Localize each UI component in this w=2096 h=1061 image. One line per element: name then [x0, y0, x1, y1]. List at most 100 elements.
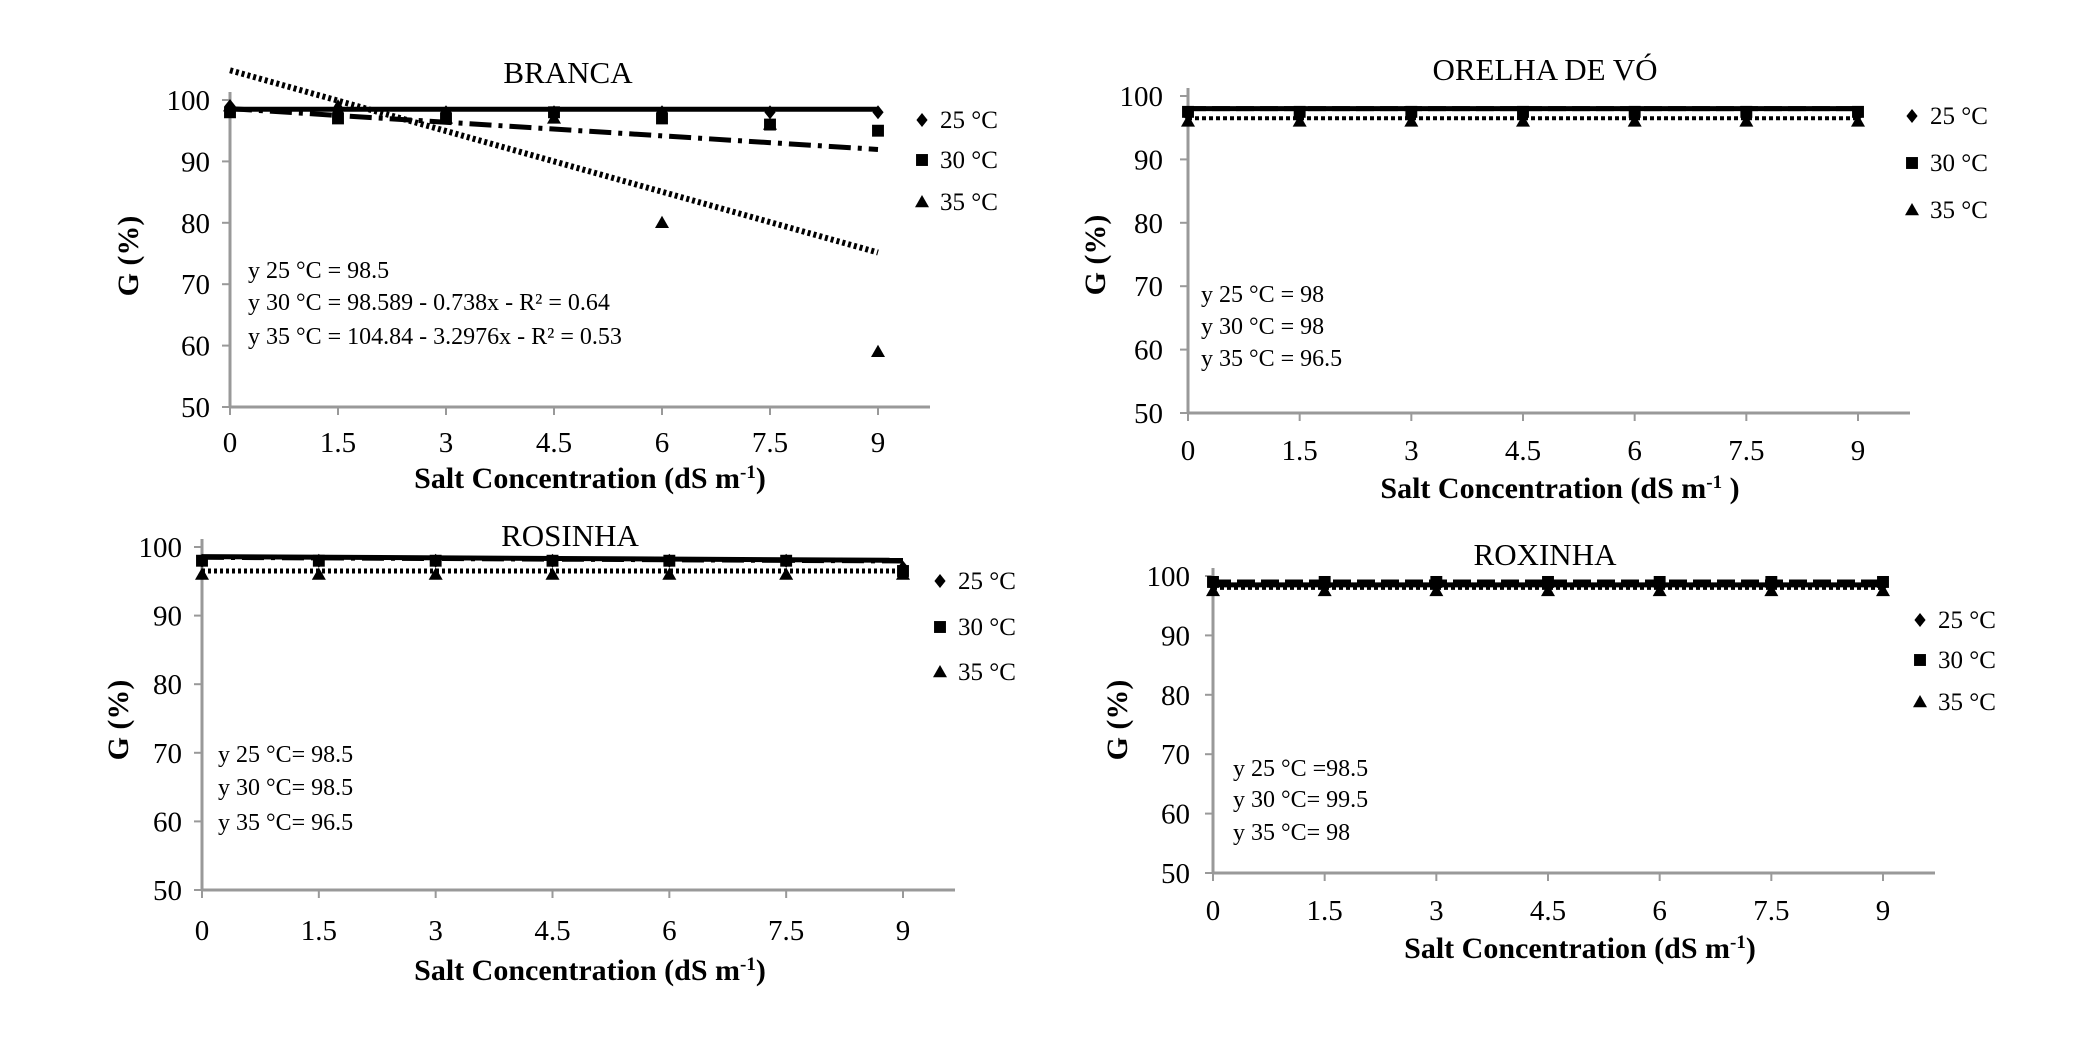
data-point-triangle — [545, 567, 560, 580]
y-axis-label: G (%) — [1079, 215, 1112, 296]
legend-marker-triangle — [1905, 203, 1919, 216]
x-axis-label-main: Salt Concentration (dS m — [414, 954, 740, 987]
x-tick-label: 6 — [1627, 435, 1642, 467]
legend-label: 25 °C — [1938, 607, 1996, 634]
y-tick-label: 60 — [1134, 335, 1163, 367]
x-axis-label-sup: -1 — [1706, 472, 1722, 493]
x-tick-label: 4.5 — [536, 427, 572, 459]
regression-equation: y 25 °C = 98 — [1201, 282, 1324, 308]
y-tick-label: 80 — [181, 208, 210, 240]
data-point-square — [196, 554, 208, 567]
x-axis-label-tail: ) — [756, 462, 766, 495]
x-tick-label: 1.5 — [1307, 895, 1343, 927]
data-point-triangle — [1876, 583, 1890, 597]
data-point-triangle — [871, 344, 885, 357]
data-point-triangle — [1851, 114, 1865, 127]
regression-equation: y 35 °C= 96.5 — [218, 810, 353, 836]
data-point-triangle — [428, 567, 443, 580]
data-point-square — [1318, 575, 1331, 588]
x-tick-label: 1.5 — [301, 915, 337, 947]
y-tick-label: 90 — [153, 601, 182, 633]
data-point-triangle — [655, 215, 669, 229]
data-point-square — [780, 554, 793, 567]
x-tick-label: 7.5 — [768, 915, 804, 947]
chart-title: ORELHA DE VÓ — [1432, 52, 1657, 87]
legend-label: 25 °C — [958, 568, 1016, 595]
x-tick-label: 4.5 — [534, 915, 570, 947]
legend-label: 25 °C — [940, 107, 998, 134]
chart-title: ROXINHA — [1474, 537, 1618, 572]
y-axis-label: G (%) — [112, 216, 145, 297]
x-tick-label: 6 — [655, 427, 670, 459]
y-tick-label: 50 — [153, 875, 182, 907]
legend-marker-square — [1906, 157, 1918, 169]
legend-label: 30 °C — [958, 614, 1016, 641]
data-point-triangle — [311, 567, 326, 580]
data-point-square — [1405, 105, 1418, 118]
x-tick-label: 4.5 — [1505, 435, 1541, 467]
regression-equation: y 35 °C = 104.84 - 3.2976x - R² = 0.53 — [248, 324, 622, 350]
y-tick-label: 100 — [167, 85, 211, 117]
data-point-triangle — [1516, 114, 1530, 127]
data-point-square — [1207, 575, 1219, 588]
chart-orelha-de-vo: 50 60 70 80 90 100 0 1.5 3 4.5 6 7.5 9 ORELHA DE VÓ Sa… — [1079, 52, 1988, 505]
y-tick-label: 60 — [181, 331, 210, 363]
x-tick-label: 0 — [195, 915, 210, 947]
data-point-triangle — [1206, 583, 1220, 597]
legend-marker-triangle — [1913, 695, 1927, 708]
x-axis-label: Salt Concentration (dS m-1 ) — [1380, 472, 1739, 506]
x-axis-label: Salt Concentration (dS m-1) — [1404, 932, 1756, 966]
x-axis-label-sup: -1 — [740, 954, 756, 975]
data-point-square — [224, 106, 236, 119]
y-tick-label: 70 — [1134, 271, 1163, 303]
data-point-square — [872, 124, 884, 137]
data-point-triangle — [896, 567, 910, 580]
x-tick-label: 7.5 — [1753, 895, 1789, 927]
data-point-triangle — [195, 567, 209, 580]
x-tick-label: 6 — [1652, 895, 1667, 927]
legend-marker-square — [916, 154, 928, 166]
data-point-triangle — [1764, 583, 1779, 597]
x-axis-label-tail: ) — [1722, 472, 1740, 505]
x-tick-label: 1.5 — [1282, 435, 1318, 467]
legend-label: 35 °C — [1930, 197, 1988, 224]
data-point-triangle — [779, 567, 794, 580]
y-axis-label: G (%) — [1101, 680, 1134, 761]
x-tick-label: 0 — [1181, 435, 1196, 467]
data-point-square — [1293, 105, 1306, 118]
chart-branca: 50 60 70 80 90 100 0 1.5 3 4.5 6 7.5 9 BRANCA Salt Con… — [112, 55, 998, 495]
regression-equation: y 25 °C =98.5 — [1233, 756, 1368, 782]
x-tick-label: 1.5 — [320, 427, 356, 459]
x-tick-label: 4.5 — [1530, 895, 1566, 927]
legend-marker-square — [1914, 654, 1926, 666]
y-tick-label: 90 — [1161, 620, 1190, 652]
data-point-square — [429, 554, 442, 567]
data-point-diamond — [872, 105, 884, 120]
y-tick-label: 50 — [181, 392, 210, 424]
x-axis-label: Salt Concentration (dS m-1) — [414, 462, 766, 496]
y-tick-label: 70 — [181, 269, 210, 301]
data-point-square — [663, 554, 676, 567]
chart-roxinha: 50 60 70 80 90 100 0 1.5 3 4.5 6 7.5 9 ROXINHA Salt Co… — [1101, 537, 1996, 965]
data-point-square — [1852, 105, 1864, 118]
x-tick-label: 9 — [1876, 895, 1891, 927]
y-tick-label: 80 — [1134, 208, 1163, 240]
chart-rosinha: 50 60 70 80 90 100 0 1.5 3 4.5 6 7.5 9 ROSINHA Salt Co… — [102, 518, 1016, 987]
y-tick-label: 50 — [1161, 858, 1190, 890]
fit-line-square — [229, 106, 879, 152]
data-point-square — [546, 554, 559, 567]
regression-equation: y 25 °C = 98.5 — [248, 258, 389, 284]
x-tick-label: 7.5 — [752, 427, 788, 459]
regression-equation: y 30 °C= 99.5 — [1233, 787, 1368, 813]
x-axis-label-main: Salt Concentration (dS m — [414, 462, 740, 495]
data-point-square — [1877, 575, 1889, 588]
data-point-triangle — [331, 99, 345, 112]
x-axis-label-main: Salt Concentration (dS m — [1404, 932, 1730, 965]
y-tick-label: 100 — [1120, 81, 1164, 113]
x-tick-label: 9 — [896, 915, 911, 947]
x-tick-label: 3 — [1429, 895, 1444, 927]
y-tick-label: 80 — [1161, 680, 1190, 712]
data-point-triangle — [223, 99, 237, 112]
legend-marker-triangle — [915, 195, 929, 208]
data-point-square — [1517, 105, 1529, 118]
